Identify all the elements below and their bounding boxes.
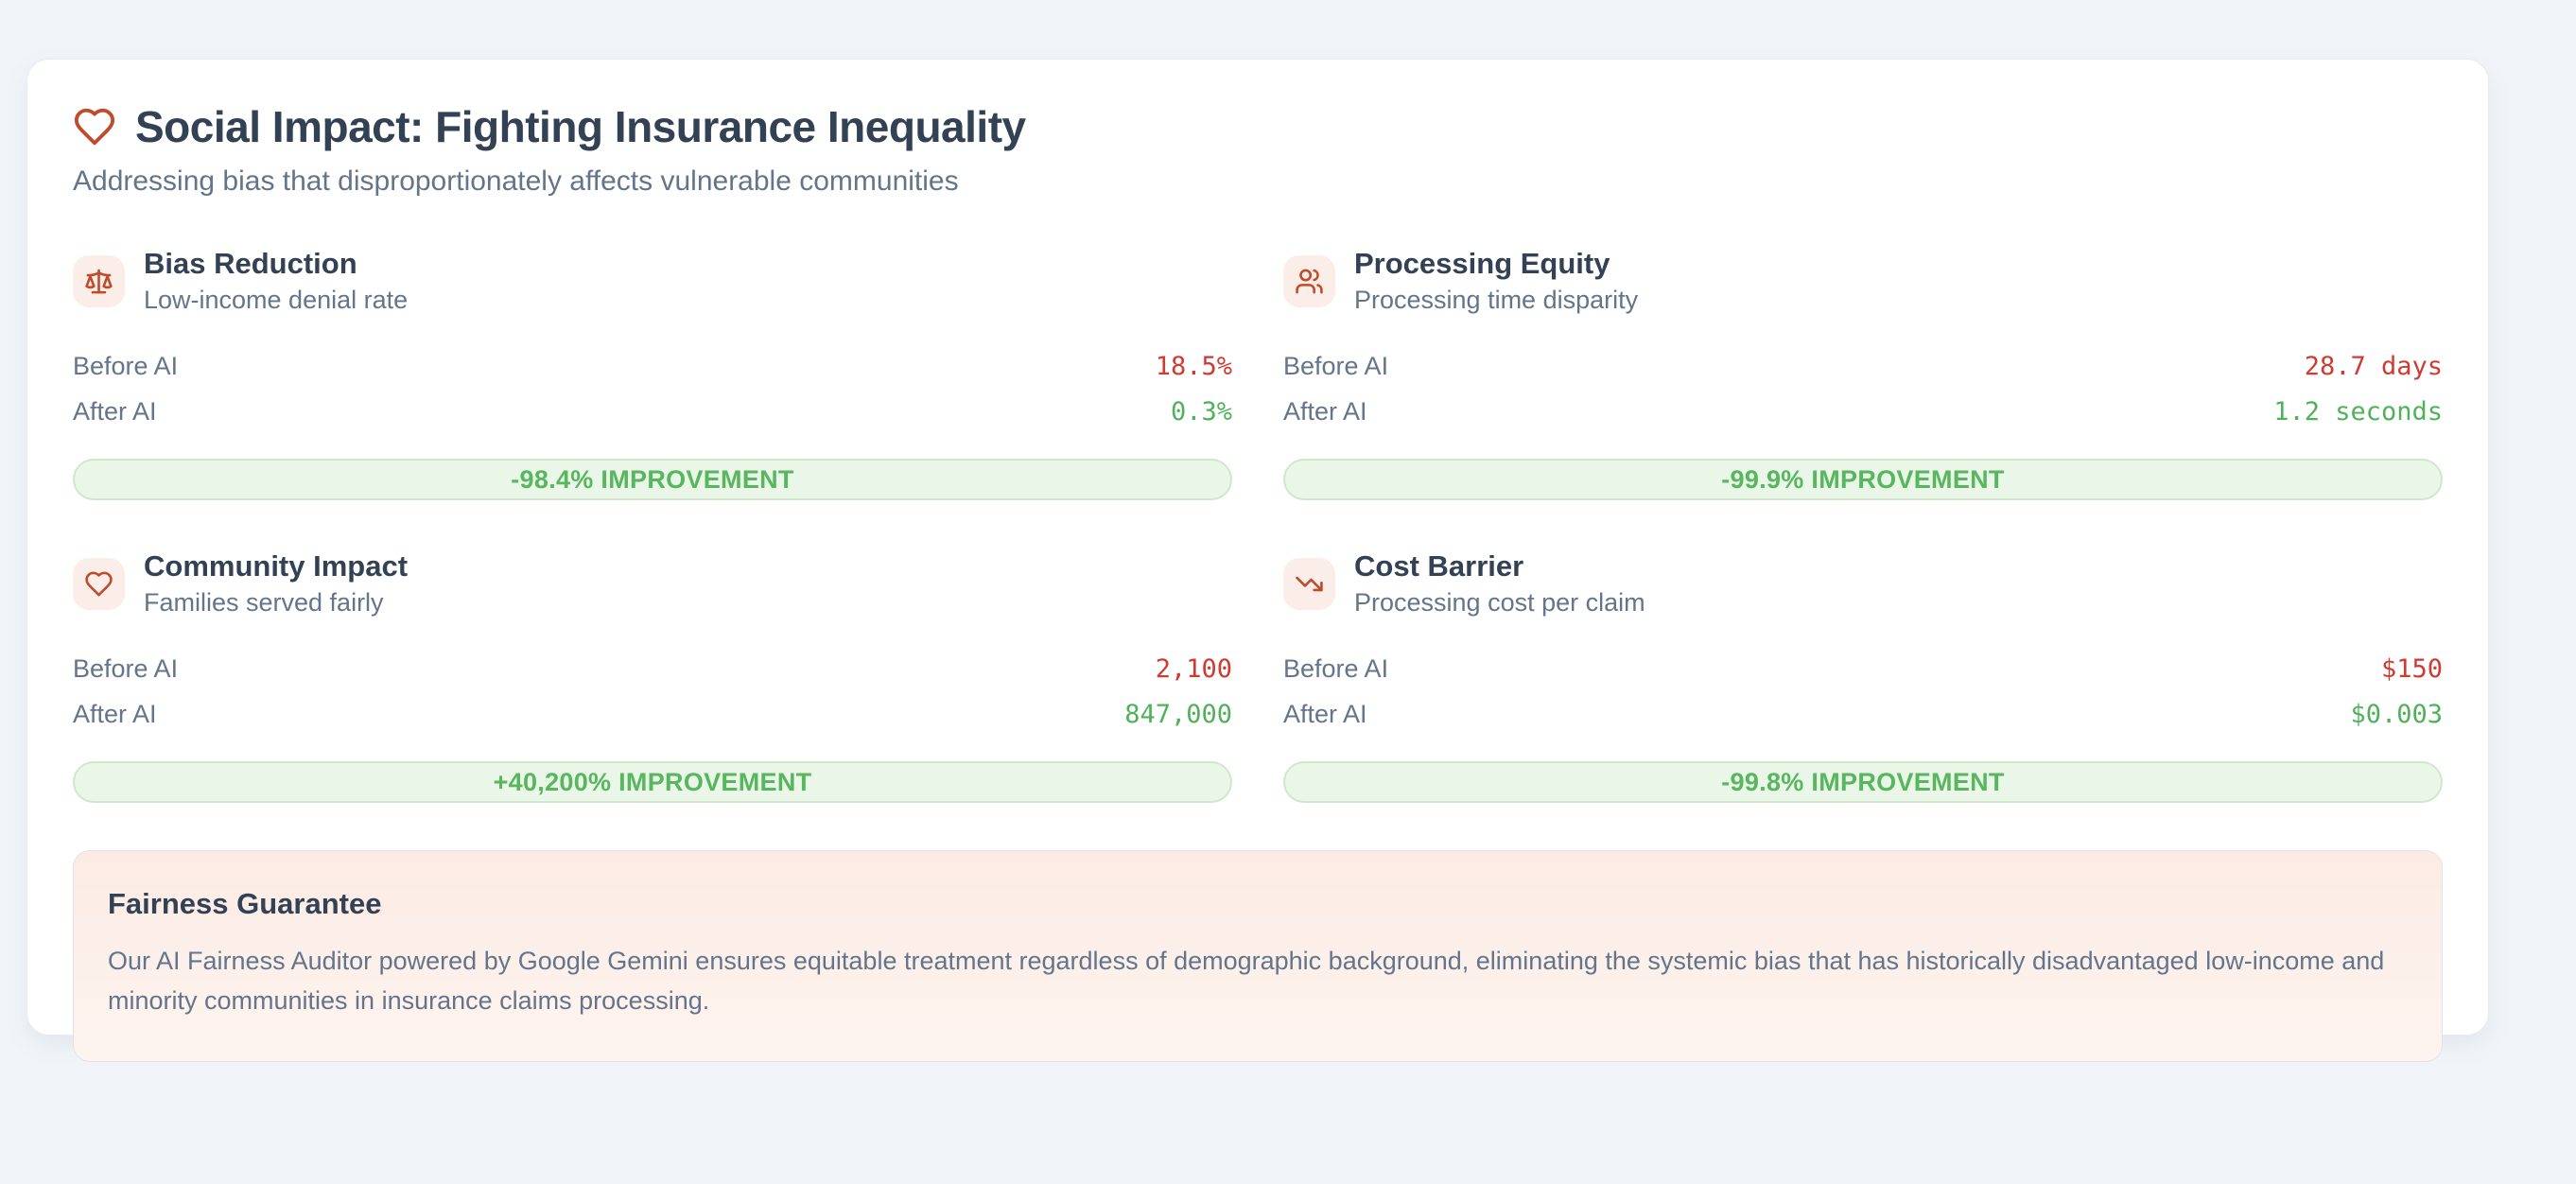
fairness-guarantee-notice: Fairness Guarantee Our AI Fairness Audit… [73,850,2443,1062]
before-value: $150 [2380,653,2443,684]
after-value: 847,000 [1124,699,1232,729]
before-row: Before AI 2,100 [73,646,1232,691]
metric-header: Community Impact Families served fairly [73,549,1232,618]
metric-subtitle: Families served fairly [144,588,384,617]
metric-header: Bias Reduction Low-income denial rate [73,247,1232,315]
notice-title: Fairness Guarantee [108,887,382,920]
metric-header: Cost Barrier Processing cost per claim [1283,549,2443,618]
metric-title: Cost Barrier [1354,549,1524,583]
notice-body: Our AI Fairness Auditor powered by Googl… [108,947,2385,1015]
trending-down-icon [1296,576,1323,591]
metric-subtitle: Low-income denial rate [144,286,409,314]
panel-header: Social Impact: Fighting Insurance Inequa… [73,101,2443,152]
metric-header: Processing Equity Processing time dispar… [1283,247,2443,315]
before-value: 2,100 [1155,653,1232,684]
after-value: 1.2 seconds [2273,396,2443,427]
metric-rows: Before AI 18.5% After AI 0.3% [73,343,1232,434]
after-value: $0.003 [2350,699,2443,729]
metric-subtitle: Processing cost per claim [1354,588,1645,617]
metric-rows: Before AI 28.7 days After AI 1.2 seconds [1283,343,2443,434]
metrics-grid: Bias Reduction Low-income denial rate Be… [73,247,2443,803]
metric-rows: Before AI $150 After AI $0.003 [1283,646,2443,737]
before-label: Before AI [1283,653,1389,683]
before-row: Before AI $150 [1283,646,2443,691]
metric-icon-chip [73,557,125,610]
metric-card-community-impact: Community Impact Families served fairly … [73,549,1232,803]
metric-title: Processing Equity [1354,247,1610,280]
metric-card-bias-reduction: Bias Reduction Low-income denial rate Be… [73,247,1232,500]
after-row: After AI 0.3% [73,389,1232,434]
social-impact-panel: Social Impact: Fighting Insurance Inequa… [26,59,2489,1062]
after-label: After AI [1283,396,1367,426]
improvement-badge: +40,200% IMPROVEMENT [73,761,1232,803]
metric-rows: Before AI 2,100 After AI 847,000 [73,646,1232,737]
improvement-badge: -99.8% IMPROVEMENT [1283,761,2443,803]
before-row: Before AI 28.7 days [1283,343,2443,389]
improvement-badge: -98.4% IMPROVEMENT [73,459,1232,500]
after-label: After AI [73,699,157,728]
metric-subtitle: Processing time disparity [1354,286,1639,314]
after-label: After AI [73,396,157,426]
before-row: Before AI 18.5% [73,343,1232,389]
after-row: After AI 1.2 seconds [1283,389,2443,434]
after-label: After AI [1283,699,1367,728]
scale-icon [85,269,113,293]
after-row: After AI 847,000 [73,691,1232,737]
after-value: 0.3% [1170,396,1232,427]
metric-title: Bias Reduction [144,247,357,280]
metric-title: Community Impact [144,549,409,583]
users-icon [1296,269,1323,293]
metric-icon-chip [1283,557,1335,610]
before-value: 18.5% [1155,351,1232,381]
before-label: Before AI [73,351,179,380]
after-row: After AI $0.003 [1283,691,2443,737]
heart-icon [85,571,113,596]
metric-card-cost-barrier: Cost Barrier Processing cost per claim B… [1283,549,2443,803]
before-label: Before AI [73,653,179,683]
page-subtitle: Addressing bias that disproportionately … [73,165,959,197]
metric-card-processing-equity: Processing Equity Processing time dispar… [1283,247,2443,500]
metric-icon-chip [1283,254,1335,307]
before-label: Before AI [1283,351,1389,380]
metric-icon-chip [73,254,125,307]
improvement-badge: -99.9% IMPROVEMENT [1283,459,2443,500]
page-title: Social Impact: Fighting Insurance Inequa… [135,102,1026,151]
heart-icon [74,108,115,146]
before-value: 28.7 days [2304,351,2443,381]
